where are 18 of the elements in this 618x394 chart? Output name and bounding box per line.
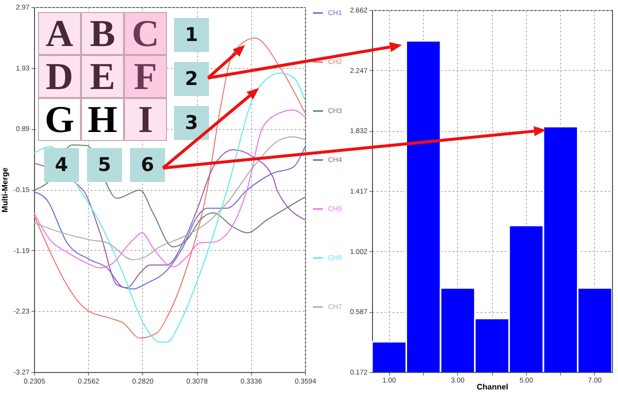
annotation: 6 xyxy=(130,148,165,182)
y-axis-title: Multi-Merge xyxy=(0,167,10,212)
annotation: B xyxy=(81,12,124,55)
annotation: I xyxy=(124,98,167,141)
annotation: F xyxy=(124,55,167,98)
annotation: 2 xyxy=(174,62,209,96)
x-axis-title: Channel xyxy=(476,382,508,392)
annotation: A xyxy=(38,12,81,55)
line-series xyxy=(34,136,306,260)
annotation: 3 xyxy=(174,106,209,140)
annotation: C xyxy=(124,12,167,55)
annotation: H xyxy=(81,98,124,141)
annotation: 5 xyxy=(87,148,122,182)
annotation: 1 xyxy=(174,18,209,52)
annotation: 4 xyxy=(44,148,79,182)
annotation: G xyxy=(38,98,81,141)
annotation: E xyxy=(81,55,124,98)
annotation: D xyxy=(38,55,81,98)
